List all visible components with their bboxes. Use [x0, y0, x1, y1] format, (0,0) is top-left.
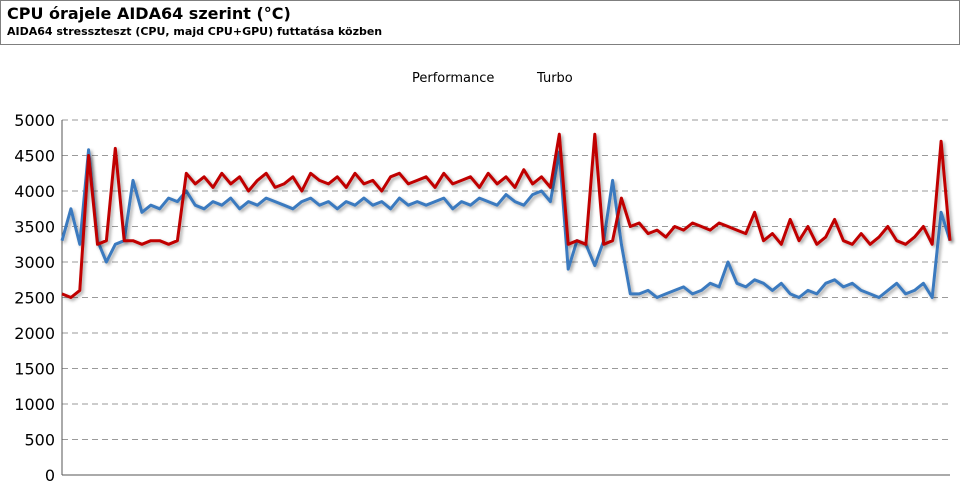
- y-tick-label: 1000: [14, 395, 55, 414]
- legend-label-performance: Performance: [412, 71, 494, 86]
- y-tick-label: 500: [24, 431, 55, 450]
- y-tick-label: 4000: [14, 182, 55, 201]
- legend: Performance Turbo: [384, 71, 573, 86]
- y-tick-label: 2000: [14, 324, 55, 343]
- y-tick-label: 1500: [14, 360, 55, 379]
- y-tick-label: 0: [45, 466, 55, 485]
- legend-label-turbo: Turbo: [536, 71, 573, 86]
- y-tick-label: 3000: [14, 253, 55, 272]
- series-lines: [60, 132, 952, 299]
- chart-title-box: CPU órajele AIDA64 szerint (°C) AIDA64 s…: [0, 0, 960, 45]
- grid-lines: [62, 119, 950, 440]
- y-tick-label: 2500: [14, 289, 55, 308]
- series-line-performance: [60, 148, 952, 299]
- y-tick-label: 3500: [14, 218, 55, 237]
- axes: [61, 120, 950, 476]
- chart-title: CPU órajele AIDA64 szerint (°C): [7, 4, 291, 23]
- y-tick-label: 4500: [14, 147, 55, 166]
- series-line-turbo: [61, 132, 952, 299]
- y-axis-ticks: 0 500 1000 1500 2000 2500 3000 3500 4000 4500 5000: [14, 111, 55, 485]
- y-tick-label: 5000: [14, 111, 55, 130]
- chart-subtitle: AIDA64 stresszteszt (CPU, majd CPU+GPU) …: [7, 25, 383, 38]
